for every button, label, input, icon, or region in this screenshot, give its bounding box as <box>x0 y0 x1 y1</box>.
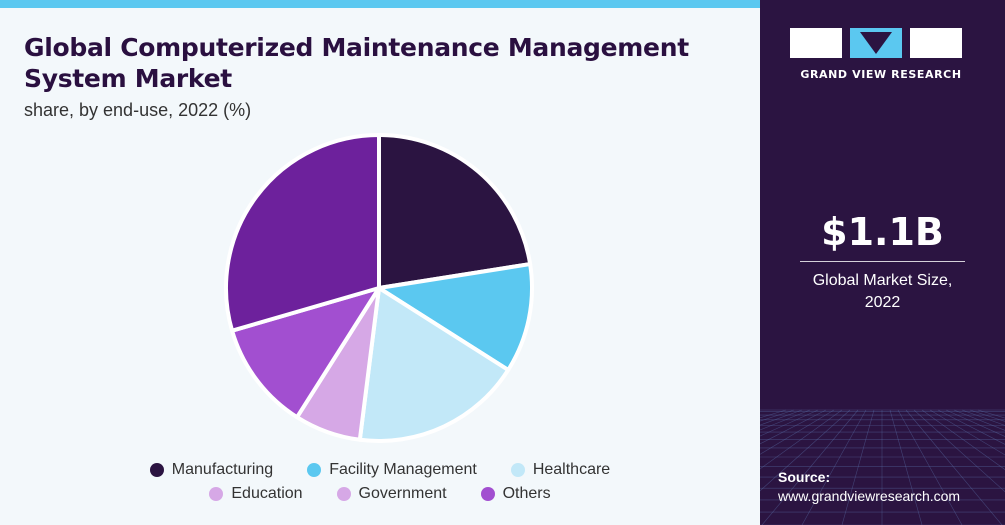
pie-slice-government <box>224 133 381 333</box>
legend-item-government: Government <box>336 485 447 503</box>
legend-swatch <box>307 463 322 477</box>
chart-title: Global Computerized Maintenance Manageme… <box>24 33 689 93</box>
pie-slice-facility-management <box>377 262 534 372</box>
market-size-label: Global Market Size, 2022 <box>760 270 1005 314</box>
source-url[interactable]: www.grandviewresearch.com <box>778 488 961 504</box>
legend-label: Education <box>231 485 303 502</box>
logo-mark-center <box>850 28 902 58</box>
accent-strip <box>0 0 760 8</box>
legend-item-healthcare: Healthcare <box>510 461 611 479</box>
legend-label: Facility Management <box>329 461 477 478</box>
legend-row: Manufacturing Facility Management Healthca… <box>0 458 760 482</box>
legend-swatch <box>510 463 525 477</box>
legend-item-manufacturing: Manufacturing <box>149 461 274 479</box>
legend-swatch <box>209 487 224 501</box>
source-block: Source: www.grandviewresearch.com <box>778 468 960 506</box>
legend-label: Manufacturing <box>171 461 274 478</box>
legend-swatch <box>336 487 351 501</box>
legend-label: Healthcare <box>532 461 611 478</box>
logo-mark-left <box>790 28 842 58</box>
legend-label: Government <box>358 485 447 502</box>
legend-swatch <box>149 463 164 477</box>
legend-row: Education Government Others <box>0 482 760 506</box>
sidebar-panel: GRAND VIEW RESEARCH $1.1B Global Market … <box>760 0 1005 525</box>
brand-logo: GRAND VIEW RESEARCH <box>790 28 980 81</box>
chart-panel: Global Computerized Maintenance Manageme… <box>0 8 760 525</box>
legend-item-others: Others <box>480 485 551 503</box>
legend-item-education: Education <box>209 485 303 503</box>
legend-swatch <box>480 487 495 501</box>
market-size-value: $1.1B <box>821 210 944 254</box>
market-size-label-line1: Global Market Size, <box>812 272 953 289</box>
legend-item-facility-management: Facility Management <box>307 461 477 479</box>
pie-chart <box>224 133 534 443</box>
pie-slice-manufacturing <box>377 133 533 290</box>
market-size-divider <box>800 261 965 262</box>
pie-slice-healthcare <box>357 286 511 443</box>
chart-subtitle: share, by end-use, 2022 (%) <box>24 100 252 120</box>
logo-mark-right <box>910 28 962 58</box>
chart-legend: Manufacturing Facility Management Healthca… <box>0 458 760 506</box>
decorative-grid <box>760 409 1005 525</box>
market-size-label-line2: 2022 <box>864 294 901 311</box>
logo-caption: GRAND VIEW RESEARCH <box>800 68 962 81</box>
legend-label: Others <box>502 485 551 502</box>
source-label: Source: <box>778 469 831 485</box>
